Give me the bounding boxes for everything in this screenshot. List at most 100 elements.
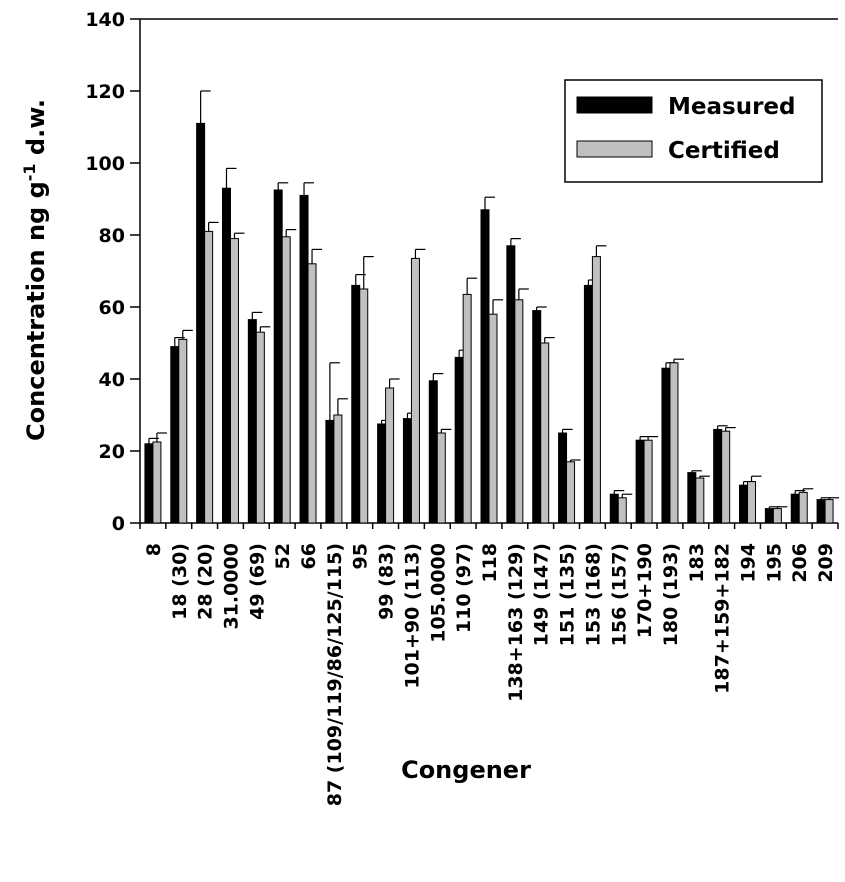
labels-layer: 0 20 40 60 80 100 120 140 8 18 (30) 28 (20) 31.0000… [85, 9, 837, 806]
y-tick-label: 80 [99, 225, 125, 247]
bar-measured [402, 418, 412, 524]
x-tick-label: 105.0000 [427, 543, 449, 643]
legend-label-measured: Measured [668, 94, 795, 120]
bar-measured [196, 122, 206, 524]
bar-measured [790, 493, 800, 524]
bar-certified [669, 362, 679, 524]
legend-swatch-certified [576, 140, 653, 158]
bar-certified [462, 293, 472, 524]
bar-certified [514, 299, 524, 524]
bar-measured [221, 187, 231, 524]
x-tick-label: 180 (193) [660, 543, 682, 646]
x-tick-label: 49 (69) [246, 543, 268, 620]
y-tick-label: 20 [99, 441, 125, 463]
bar-certified [410, 257, 420, 524]
bar-measured [377, 423, 387, 524]
bar-certified [385, 387, 395, 524]
y-tick-label: 100 [85, 153, 125, 175]
bar-certified [617, 497, 627, 524]
bar-certified [540, 342, 550, 524]
bar-measured [687, 472, 697, 524]
bar-certified [281, 236, 291, 524]
x-tick-label: 183 [686, 543, 708, 583]
x-tick-label: 206 [789, 543, 811, 583]
bar-measured [739, 484, 749, 524]
y-axis-title-tail: d.w. [22, 99, 50, 163]
x-tick-label: 194 [738, 543, 760, 583]
y-axis-title-superscript: -1 [20, 163, 39, 181]
bar-measured [247, 319, 257, 524]
bar-measured [170, 346, 180, 524]
legend-label-certified: Certified [668, 138, 780, 164]
bar-measured [325, 419, 335, 524]
x-tick-label: 151 (135) [557, 543, 579, 646]
bar-certified [359, 288, 369, 524]
bar-measured [764, 508, 774, 524]
x-tick-label: 52 [272, 543, 294, 569]
y-axis-title: Concentration ng g-1 d.w. [20, 99, 50, 441]
bar-certified [204, 230, 214, 524]
bar-certified [566, 461, 576, 524]
bar-certified [824, 499, 834, 524]
x-tick-label: 95 [350, 543, 372, 569]
bar-certified [695, 477, 705, 524]
bar-measured [816, 499, 826, 524]
y-axis-title-main: Concentration ng g [22, 181, 50, 441]
bar-certified [229, 238, 239, 524]
legend-swatch-measured [576, 96, 653, 114]
bar-measured [299, 194, 309, 524]
bar-measured [480, 209, 490, 524]
y-tick-label: 140 [85, 9, 125, 31]
bars-layer [144, 90, 840, 524]
bar-certified [798, 491, 808, 524]
bar-certified [721, 430, 731, 524]
bar-measured [273, 189, 283, 524]
y-tick-label: 120 [85, 81, 125, 103]
bar-measured [506, 245, 516, 524]
bar-measured [558, 432, 568, 524]
bar-measured [144, 443, 154, 524]
legend: Measured Certified [564, 79, 823, 183]
bar-measured [635, 439, 645, 524]
x-tick-label: 170+190 [634, 543, 656, 638]
bar-measured [609, 493, 619, 524]
bar-certified [436, 432, 446, 524]
bar-certified [152, 441, 162, 524]
bar-measured [713, 428, 723, 524]
x-tick-label: 156 (157) [608, 543, 630, 646]
bar-certified [772, 508, 782, 524]
bar-certified [333, 414, 343, 524]
x-tick-label: 118 [479, 543, 501, 583]
x-tick-label: 149 (147) [531, 543, 553, 646]
x-tick-label: 153 (168) [582, 543, 604, 646]
x-tick-label: 18 (30) [169, 543, 191, 620]
bar-certified [178, 338, 188, 524]
x-axis-title: Congener [401, 756, 531, 784]
x-tick-label: 195 [763, 543, 785, 583]
x-tick-label: 31.0000 [220, 543, 242, 630]
bar-measured [532, 310, 542, 524]
bar-measured [454, 356, 464, 524]
y-tick-label: 40 [99, 369, 125, 391]
x-tick-label: 187+159+182 [712, 543, 734, 694]
x-tick-label: 99 (83) [376, 543, 398, 620]
y-tick-label: 60 [99, 297, 125, 319]
bar-measured [661, 367, 671, 524]
x-tick-label: 87 (109/119/86/125/115) [324, 543, 346, 806]
x-tick-label: 209 [815, 543, 837, 583]
bar-measured [351, 284, 361, 524]
bar-certified [643, 439, 653, 524]
x-tick-label: 110 (97) [453, 543, 475, 633]
x-tick-label: 138+163 (129) [505, 543, 527, 702]
bar-measured [428, 380, 438, 524]
x-tick-label: 28 (20) [195, 543, 217, 620]
bar-certified [307, 263, 317, 524]
bar-certified [488, 313, 498, 524]
bar-certified [747, 481, 757, 524]
x-tick-label: 101+90 (113) [401, 543, 423, 689]
bar-certified [255, 331, 265, 524]
x-tick-label: 66 [298, 543, 320, 569]
bar-certified [591, 256, 601, 524]
